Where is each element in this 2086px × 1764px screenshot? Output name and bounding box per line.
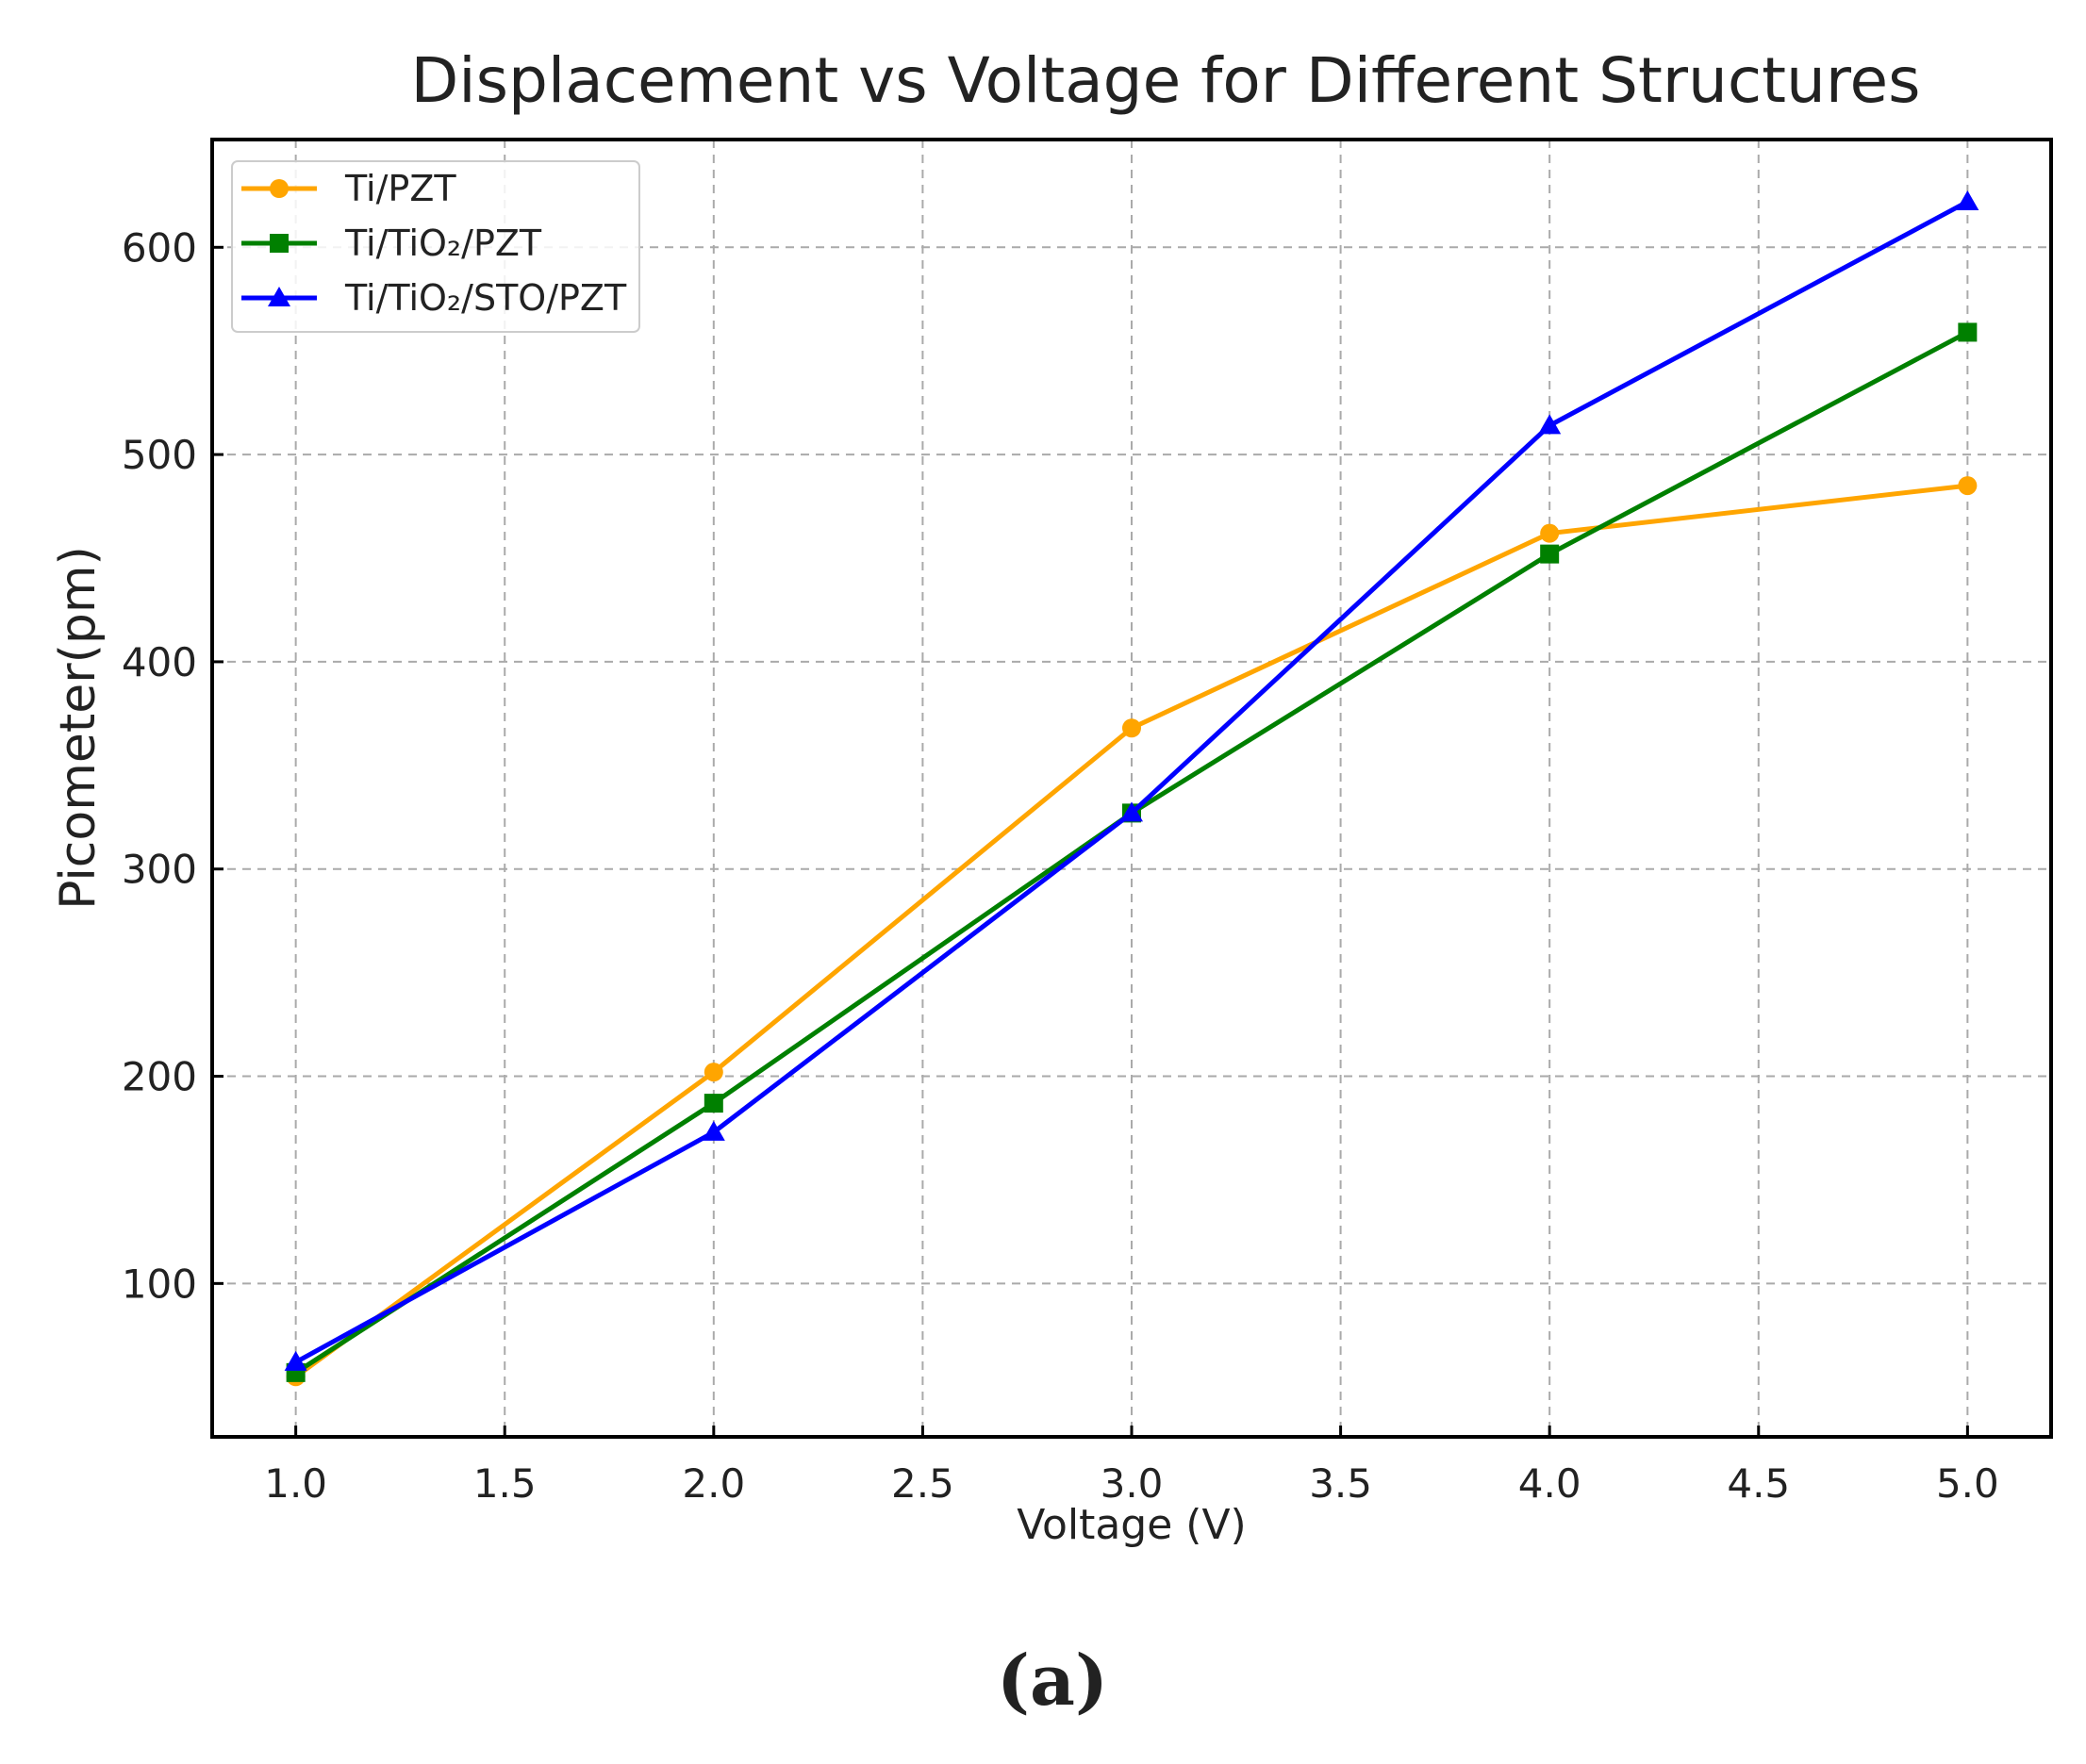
x-tick-label: 4.5 — [1727, 1460, 1790, 1507]
data-point — [1120, 801, 1143, 822]
x-tick-label: 5.0 — [1936, 1460, 1999, 1507]
data-point — [284, 1350, 307, 1371]
legend-label: Ti/PZT — [344, 168, 456, 209]
y-tick-label: 600 — [122, 224, 197, 271]
data-point — [704, 1094, 723, 1113]
chart-title: Displacement vs Voltage for Different St… — [410, 44, 1920, 117]
data-point — [1956, 190, 1979, 210]
legend: Ti/PZT Ti/TiO₂/PZT Ti/TiO₂/STO/PZT — [231, 160, 640, 333]
x-tick-label: 2.5 — [891, 1460, 954, 1507]
grid-lines — [212, 140, 2051, 1437]
data-point — [704, 1063, 723, 1082]
legend-entry: Ti/TiO₂/PZT — [241, 223, 542, 264]
data-point — [1538, 414, 1562, 435]
data-point — [1540, 523, 1560, 543]
y-tick-label: 400 — [122, 639, 197, 685]
legend-label: Ti/TiO₂/PZT — [344, 223, 542, 264]
legend-marker — [270, 234, 289, 253]
data-point — [1958, 322, 1978, 342]
y-tick-label: 200 — [122, 1054, 197, 1100]
legend-entry: Ti/PZT — [241, 168, 456, 209]
x-tick-label: 4.0 — [1518, 1460, 1581, 1507]
data-point — [1122, 718, 1141, 738]
legend-label: Ti/TiO₂/STO/PZT — [344, 277, 627, 319]
x-tick-label: 3.5 — [1309, 1460, 1372, 1507]
x-axis-label: Voltage (V) — [1017, 1501, 1246, 1549]
x-tick-label: 3.0 — [1101, 1460, 1164, 1507]
y-axis-ticks: 100 200 300 400 500 600 — [122, 224, 224, 1307]
y-tick-label: 100 — [122, 1261, 197, 1307]
legend-marker — [270, 179, 289, 198]
data-point — [1958, 476, 1978, 496]
panel-label: (a) — [997, 1640, 1108, 1722]
y-tick-label: 300 — [122, 847, 197, 893]
legend-entry: Ti/TiO₂/STO/PZT — [241, 277, 627, 319]
x-axis-ticks: 1.0 1.5 2.0 2.5 3.0 3.5 4.0 4.5 5.0 — [264, 1426, 1999, 1507]
series-layer — [284, 190, 1979, 1387]
y-tick-label: 500 — [122, 432, 197, 478]
x-tick-label: 1.0 — [264, 1460, 327, 1507]
data-point — [702, 1120, 725, 1141]
legend-marker — [268, 287, 290, 306]
x-tick-label: 1.5 — [473, 1460, 537, 1507]
y-axis-label: Picometer(pm) — [50, 546, 107, 910]
series-3 — [284, 190, 1979, 1371]
x-tick-label: 2.0 — [682, 1460, 745, 1507]
legend-box — [231, 160, 640, 333]
data-point — [1540, 544, 1560, 564]
